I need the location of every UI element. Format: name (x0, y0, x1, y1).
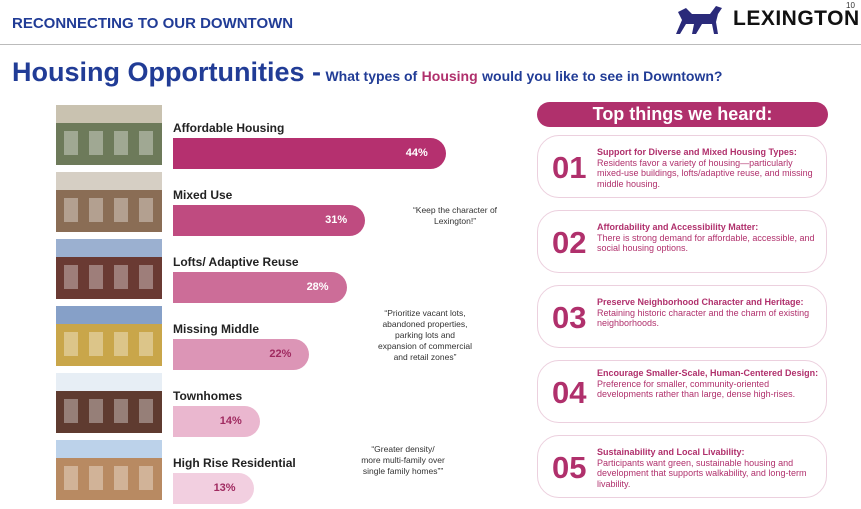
item-title: Support for Diverse and Mixed Housing Ty… (597, 147, 797, 157)
value-label: 44% (405, 147, 428, 159)
card: 01 Support for Diverse and Mixed Housing … (537, 135, 827, 198)
quote-line: “Greater density/ (371, 444, 435, 454)
item-text: Sustainability and Local Livability: Part… (597, 447, 822, 489)
item-title: Sustainability and Local Livability: (597, 447, 745, 457)
window-row (64, 399, 78, 423)
bar: 13% (173, 473, 254, 504)
item-number: 05 (552, 450, 587, 485)
window-row (114, 265, 128, 289)
category-label: Missing Middle (173, 322, 260, 336)
photo (56, 440, 162, 500)
value-label: 14% (219, 415, 242, 427)
window-row (64, 265, 78, 289)
quote: “Prioritize vacant lots, abandoned proper… (360, 308, 490, 363)
window-row (114, 399, 128, 423)
quote: “Greater density/more multi-family over s… (338, 444, 468, 477)
item-number: 01 (552, 150, 587, 185)
window-row (64, 466, 78, 490)
section-title: RECONNECTING TO OUR DOWNTOWN (12, 15, 294, 32)
item-body: Residents favor a variety of housing—par… (597, 157, 813, 189)
category-label: Lofts/ Adaptive Reuse (173, 255, 299, 269)
window-row (89, 399, 103, 423)
window-row (64, 198, 78, 222)
window-row (89, 131, 103, 155)
item-number: 04 (552, 375, 587, 410)
card: 04 Encourage Smaller-Scale, Human-Centere… (537, 360, 827, 423)
quote-line: expansion of commercial (377, 341, 472, 351)
item-number: 03 (552, 300, 587, 335)
card: 05 Sustainability and Local Livability: Pa… (537, 435, 827, 498)
item-title: Encourage Smaller-Scale, Human-Centered … (597, 368, 819, 378)
card: 02 Affordability and Accessibility Matter… (537, 210, 827, 273)
window-row (139, 198, 153, 222)
quote: “Keep the character of Lexington!” (390, 205, 520, 227)
bar: 31% (173, 205, 366, 236)
window-row (139, 265, 153, 289)
item-text: Affordability and Accessibility Matter: T… (597, 222, 822, 254)
window-row (64, 332, 78, 356)
item-text: Support for Diverse and Mixed Housing Ty… (597, 147, 822, 189)
quote-line: abandoned properties, (382, 319, 468, 329)
category-label: Mixed Use (173, 188, 233, 202)
photo (56, 306, 162, 366)
item-text: Encourage Smaller-Scale, Human-Centered … (597, 368, 822, 400)
item-number: 02 (552, 225, 587, 260)
category-label: Affordable Housing (173, 121, 285, 135)
window-row (139, 332, 153, 356)
value-label: 22% (269, 348, 292, 360)
question: What types of (325, 68, 418, 84)
quote-line: “Prioritize vacant lots, (384, 308, 466, 318)
window-row (64, 131, 78, 155)
window-row (114, 198, 128, 222)
item-title: Affordability and Accessibility Matter: (597, 222, 759, 232)
title-row: Housing Opportunities - What types of Ho… (12, 57, 722, 88)
photo (56, 105, 162, 165)
card: 03 Preserve Neighborhood Character and He… (537, 285, 827, 348)
divider (0, 44, 861, 45)
window-row (89, 198, 103, 222)
item-body: Retaining historic character and the cha… (597, 307, 810, 329)
window-row (139, 466, 153, 490)
window-row (139, 399, 153, 423)
item-body: Preference for smaller, community-orient… (597, 378, 796, 400)
quote-line: Lexington!” (433, 216, 477, 226)
bar: 28% (173, 272, 347, 303)
window-row (89, 332, 103, 356)
window-row (139, 131, 153, 155)
question-highlight: Housing (421, 68, 478, 84)
window-row (114, 332, 128, 356)
quote-line: single family homes”” (362, 466, 444, 476)
quote-line: more multi-family over (361, 455, 445, 465)
quote-line: and retail zones” (393, 352, 457, 362)
category-label: Townhomes (173, 389, 243, 403)
quote-line: parking lots and (394, 330, 455, 340)
horse-icon (676, 6, 722, 34)
question: would you like to see in Downtown? (482, 68, 723, 84)
page-number: 10 (846, 1, 855, 10)
item-body: Participants want green, sustainable hou… (597, 457, 807, 489)
photo (56, 239, 162, 299)
bar: 44% (173, 138, 446, 169)
photo (56, 373, 162, 433)
item-title: Preserve Neighborhood Character and Heri… (597, 297, 804, 307)
value-label: 13% (213, 482, 236, 494)
value-label: 31% (325, 214, 348, 226)
window-row (89, 466, 103, 490)
main-title: Housing Opportunities - (12, 57, 321, 87)
top-things-heading: Top things we heard: (537, 102, 828, 127)
logo-text: LEXINGTON (733, 7, 860, 30)
category-label: High Rise Residential (173, 456, 296, 470)
photo (56, 172, 162, 232)
window-row (114, 131, 128, 155)
item-text: Preserve Neighborhood Character and Heri… (597, 297, 822, 329)
bar: 22% (173, 339, 310, 370)
window-row (89, 265, 103, 289)
value-label: 28% (306, 281, 329, 293)
quote-line: “Keep the character of (412, 205, 498, 215)
item-body: There is strong demand for affordable, a… (597, 232, 815, 254)
bar: 14% (173, 406, 260, 437)
window-row (114, 466, 128, 490)
